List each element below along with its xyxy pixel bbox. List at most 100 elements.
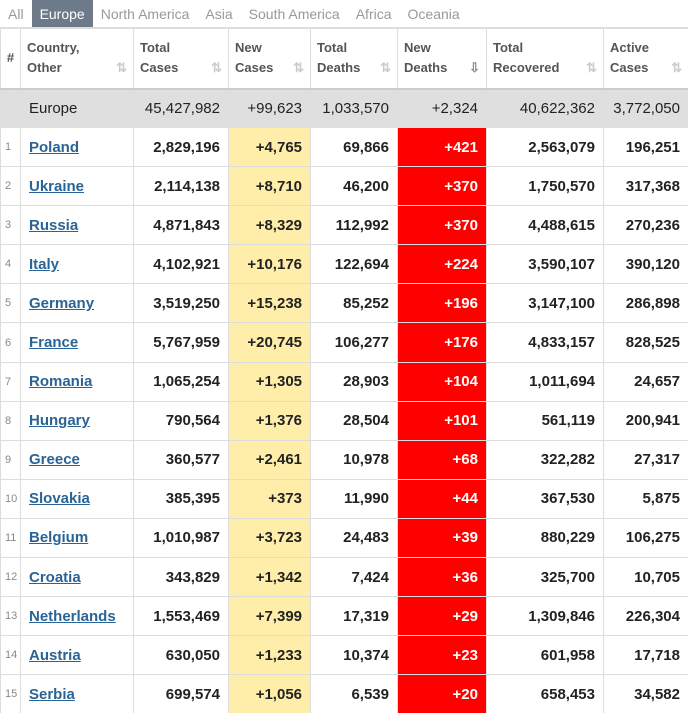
country-link[interactable]: Greece xyxy=(29,451,80,469)
country-cell: Belgium xyxy=(20,517,134,559)
country-cell: Italy xyxy=(20,244,134,285)
col-header-new-deaths[interactable]: New Deaths ⇩ xyxy=(397,28,487,90)
country-link[interactable]: Slovakia xyxy=(29,490,90,508)
row-index: 12 xyxy=(0,557,21,598)
total-deaths-cell: 7,424 xyxy=(310,557,398,598)
active-cases-cell: 27,317 xyxy=(603,439,688,480)
table-row: 7 Romania 1,065,254 +1,305 28,903 +104 1,011,6… xyxy=(0,361,688,402)
total-total-deaths: 1,033,570 xyxy=(310,87,398,128)
total-cases-cell: 343,829 xyxy=(133,557,229,598)
sort-arrows-icon[interactable]: ⇅ xyxy=(293,59,304,75)
country-cell: France xyxy=(20,322,134,363)
col-header-active-cases[interactable]: Active Cases ⇅ xyxy=(603,28,688,90)
new-deaths-cell: +36 xyxy=(397,557,487,598)
active-cases-cell: 10,705 xyxy=(603,557,688,598)
new-cases-cell: +3,723 xyxy=(228,517,311,559)
country-link[interactable]: Serbia xyxy=(29,685,75,703)
total-cases-cell: 4,102,921 xyxy=(133,244,229,285)
total-deaths-cell: 122,694 xyxy=(310,244,398,285)
new-deaths-cell: +421 xyxy=(397,126,487,168)
tab-africa[interactable]: Africa xyxy=(355,6,392,22)
total-cases-cell: 3,519,250 xyxy=(133,283,229,324)
country-link[interactable]: Italy xyxy=(29,255,60,273)
active-cases-cell: 200,941 xyxy=(603,400,688,441)
total-recovered-cell: 561,119 xyxy=(486,400,604,441)
country-link[interactable]: Croatia xyxy=(29,568,81,586)
continent-tabs: All Europe North America Asia South America A… xyxy=(0,0,688,28)
new-cases-cell: +10,176 xyxy=(228,244,311,285)
sort-arrows-icon[interactable]: ⇅ xyxy=(671,59,682,75)
table-row: 14 Austria 630,050 +1,233 10,374 +23 601,958 17… xyxy=(0,635,688,676)
table-row: 12 Croatia 343,829 +1,342 7,424 +36 325,700 10,… xyxy=(0,557,688,598)
total-recovered-cell: 3,590,107 xyxy=(486,244,604,285)
table-row: 15 Serbia 699,574 +1,056 6,539 +20 658,453 34,5… xyxy=(0,674,688,713)
country-link[interactable]: Austria xyxy=(29,646,81,664)
active-cases-cell: 24,657 xyxy=(603,361,688,402)
country-link[interactable]: Netherlands xyxy=(29,607,116,625)
sort-arrows-icon[interactable]: ⇅ xyxy=(586,59,597,75)
row-index: 6 xyxy=(0,322,21,363)
tab-all[interactable]: All xyxy=(8,6,24,22)
covid-table: # Country, Other ⇅ Total Cases ⇅ New Cases ⇅ T… xyxy=(0,28,688,713)
new-deaths-cell: +20 xyxy=(397,674,487,713)
total-recovered-cell: 601,958 xyxy=(486,635,604,676)
country-cell: Croatia xyxy=(20,557,134,598)
total-recovered-cell: 367,530 xyxy=(486,478,604,519)
total-deaths-cell: 28,504 xyxy=(310,400,398,441)
table-row: 4 Italy 4,102,921 +10,176 122,694 +224 3,590,1… xyxy=(0,244,688,285)
tab-asia[interactable]: Asia xyxy=(205,6,233,22)
total-cases-cell: 630,050 xyxy=(133,635,229,676)
active-cases-cell: 270,236 xyxy=(603,205,688,246)
col-header-total-recovered[interactable]: Total Recovered ⇅ xyxy=(486,28,604,90)
country-link[interactable]: Poland xyxy=(29,138,80,156)
col-header-country[interactable]: Country, Other ⇅ xyxy=(20,28,134,90)
sort-desc-icon[interactable]: ⇩ xyxy=(469,59,480,75)
total-deaths-cell: 10,978 xyxy=(310,439,398,480)
active-cases-cell: 317,368 xyxy=(603,166,688,207)
row-index: 10 xyxy=(0,478,21,519)
new-deaths-cell: +39 xyxy=(397,517,487,559)
sort-arrows-icon[interactable]: ⇅ xyxy=(380,59,391,75)
country-cell: Serbia xyxy=(20,674,134,713)
country-link[interactable]: Ukraine xyxy=(29,177,85,195)
total-cases-cell: 699,574 xyxy=(133,674,229,713)
total-deaths-cell: 46,200 xyxy=(310,166,398,207)
country-link[interactable]: Germany xyxy=(29,294,95,312)
row-index: 5 xyxy=(0,283,21,324)
total-deaths-cell: 6,539 xyxy=(310,674,398,713)
country-link[interactable]: Belgium xyxy=(29,529,89,547)
col-header-new-cases[interactable]: New Cases ⇅ xyxy=(228,28,311,90)
table-row: 5 Germany 3,519,250 +15,238 85,252 +196 3,147,… xyxy=(0,283,688,324)
col-header-total-deaths[interactable]: Total Deaths ⇅ xyxy=(310,28,398,90)
row-index: 7 xyxy=(0,361,21,402)
total-cases-cell: 2,829,196 xyxy=(133,126,229,168)
total-recovered-cell: 1,750,570 xyxy=(486,166,604,207)
country-link[interactable]: France xyxy=(29,334,79,352)
total-recovered-cell: 1,011,694 xyxy=(486,361,604,402)
tab-south-america[interactable]: South America xyxy=(248,6,340,22)
new-cases-cell: +1,342 xyxy=(228,557,311,598)
tab-europe[interactable]: Europe xyxy=(31,0,93,27)
row-index: 11 xyxy=(0,517,21,559)
tab-north-america[interactable]: North America xyxy=(100,6,190,22)
sort-arrows-icon[interactable]: ⇅ xyxy=(116,59,127,75)
new-cases-cell: +20,745 xyxy=(228,322,311,363)
country-link[interactable]: Hungary xyxy=(29,412,90,430)
sort-arrows-icon[interactable]: ⇅ xyxy=(211,59,222,75)
new-deaths-cell: +176 xyxy=(397,322,487,363)
total-deaths-cell: 85,252 xyxy=(310,283,398,324)
new-cases-cell: +8,710 xyxy=(228,166,311,207)
new-deaths-cell: +370 xyxy=(397,205,487,246)
country-link[interactable]: Russia xyxy=(29,216,79,234)
total-cases-cell: 4,871,843 xyxy=(133,205,229,246)
new-cases-cell: +8,329 xyxy=(228,205,311,246)
active-cases-cell: 106,275 xyxy=(603,517,688,559)
country-link[interactable]: Romania xyxy=(29,373,93,391)
new-cases-cell: +1,376 xyxy=(228,400,311,441)
tab-oceania[interactable]: Oceania xyxy=(407,6,460,22)
active-cases-cell: 17,718 xyxy=(603,635,688,676)
header-row: # Country, Other ⇅ Total Cases ⇅ New Cases ⇅ T… xyxy=(0,28,688,90)
total-new-deaths: +2,324 xyxy=(397,87,487,128)
new-deaths-cell: +23 xyxy=(397,635,487,676)
col-header-total-cases[interactable]: Total Cases ⇅ xyxy=(133,28,229,90)
